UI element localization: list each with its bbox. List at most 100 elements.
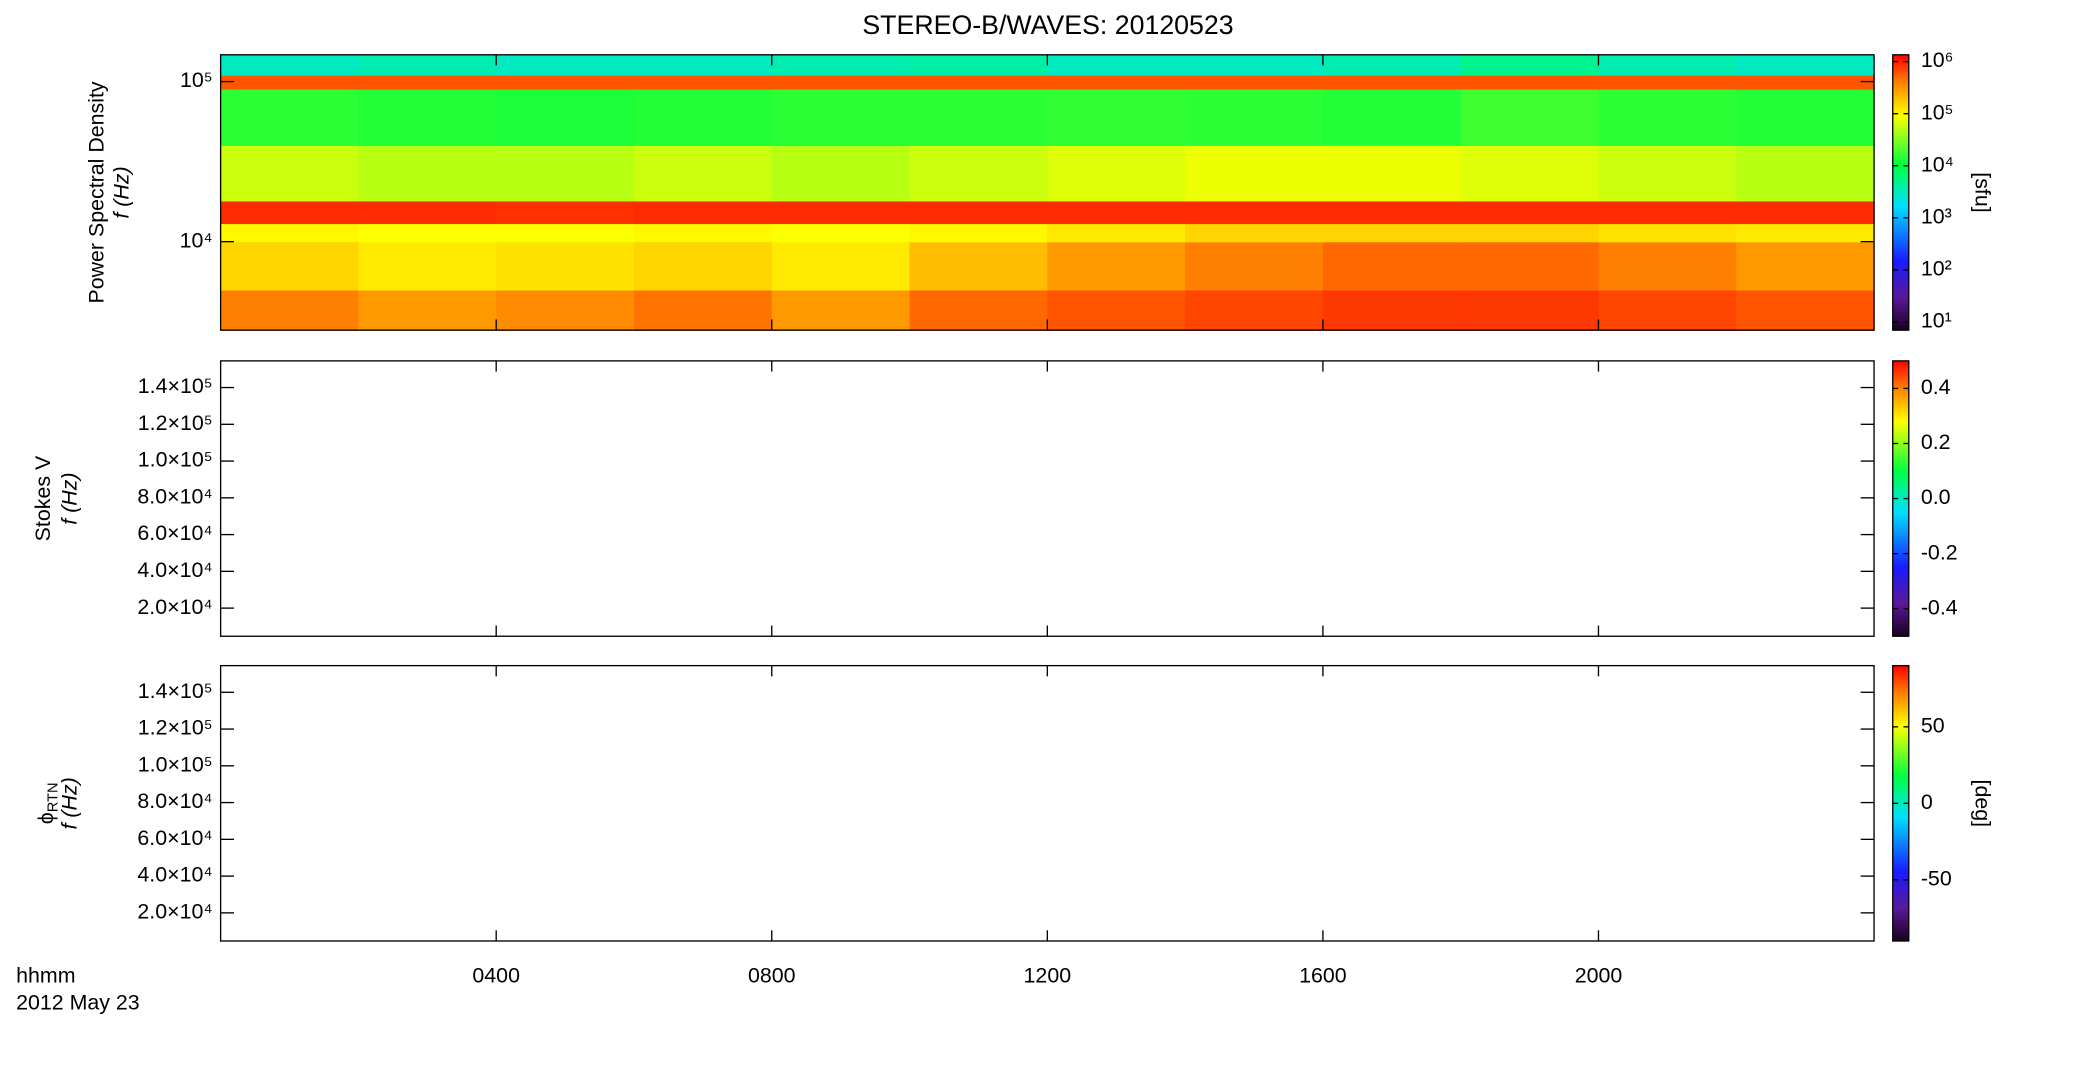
heatmap-cell: [1047, 74, 1186, 90]
heatmap-cell: [771, 74, 911, 90]
y-axis-label-subscript: RTN: [45, 782, 61, 812]
heatmap-cell: [1460, 74, 1600, 90]
colorbar-tick-label: 0.2: [1921, 430, 1951, 454]
heatmap-cell: [1322, 145, 1462, 202]
colorbar-tick-label: 10²: [1921, 257, 1952, 281]
x-tick-label: 0400: [472, 964, 520, 988]
y-tick-label: 2.0×10⁴: [137, 595, 212, 619]
y-tick-label: 1.0×10⁵: [138, 448, 213, 472]
heatmap-cell: [771, 88, 911, 146]
plot-frame: [219, 664, 1875, 942]
heatmap-cell: [1736, 54, 1875, 76]
heatmap-cell: [220, 145, 360, 202]
colorbar-label: [sfu]: [1970, 172, 1994, 212]
heatmap-cell: [1047, 88, 1186, 146]
heatmap-cell: [771, 145, 911, 202]
heatmap-cell: [909, 241, 1048, 291]
heatmap-cell: [633, 200, 773, 225]
colorbar-tick-label: 0.0: [1921, 485, 1951, 509]
heatmap-cell: [1460, 289, 1600, 331]
heatmap-cell: [358, 74, 497, 90]
heatmap-cell: [1322, 289, 1462, 331]
y-axis-label: f (Hz): [58, 472, 82, 524]
heatmap-cell: [909, 145, 1048, 202]
heatmap-cell: [220, 54, 360, 76]
heatmap-cell: [496, 241, 635, 291]
colorbar-tick-label: 10³: [1921, 205, 1952, 229]
heatmap-cell: [496, 145, 635, 202]
heatmap-cell: [1322, 200, 1462, 225]
heatmap-cell: [1598, 145, 1737, 202]
heatmap-cell: [1047, 289, 1186, 331]
y-axis-label: Power Spectral Density: [84, 81, 108, 303]
heatmap-cell: [1598, 289, 1737, 331]
heatmap-cell: [220, 74, 360, 90]
colorbar-tick-label: 50: [1921, 713, 1945, 737]
colorbar: [1892, 665, 1909, 941]
heatmap-cell: [1185, 145, 1324, 202]
heatmap-cell: [771, 241, 911, 291]
heatmap-cell: [1598, 200, 1737, 225]
heatmap-cell: [1598, 223, 1737, 243]
heatmap-cell: [1185, 200, 1324, 225]
heatmap-cell: [496, 54, 635, 76]
heatmap-cell: [1047, 223, 1186, 243]
heatmap-cell: [1460, 88, 1600, 146]
y-axis-label: Stokes V: [31, 455, 55, 541]
heatmap-cell: [771, 200, 911, 225]
heatmap-cell: [1460, 200, 1600, 225]
heatmap-cell: [1185, 223, 1324, 243]
y-tick-label: 6.0×10⁴: [137, 826, 212, 850]
heatmap-cell: [358, 88, 497, 146]
heatmap-cell: [220, 223, 360, 243]
heatmap-cell: [220, 289, 360, 331]
heatmap-cell: [496, 88, 635, 146]
heatmap-cell: [358, 241, 497, 291]
heatmap-cell: [909, 223, 1048, 243]
colorbar-frame: [1892, 54, 1910, 331]
colorbar-tick-label: 10⁴: [1921, 152, 1954, 176]
heatmap-cell: [633, 289, 773, 331]
heatmap-cell: [1736, 74, 1875, 90]
heatmap-cell: [358, 54, 497, 76]
heatmap-cell: [1460, 54, 1600, 76]
heatmap-cell: [1598, 54, 1737, 76]
y-axis-label: f (Hz): [58, 777, 82, 829]
x-tick-label: 1200: [1024, 964, 1072, 988]
y-tick-label: 4.0×10⁴: [137, 558, 212, 582]
heatmap-cell: [496, 223, 635, 243]
y-tick-label: 1.2×10⁵: [138, 411, 213, 435]
colorbar: [1892, 54, 1909, 331]
colorbar-tick-label: 10¹: [1921, 309, 1952, 333]
heatmap-cell: [1460, 241, 1600, 291]
heatmap-cell: [1185, 289, 1324, 331]
heatmap-cell: [771, 289, 911, 331]
colorbar-tick-label: -0.2: [1921, 540, 1958, 564]
colorbar-tick-label: 10⁵: [1921, 100, 1954, 124]
heatmap-cell: [358, 200, 497, 225]
heatmap-cell: [1736, 145, 1875, 202]
y-tick-label: 8.0×10⁴: [137, 484, 212, 508]
heatmap-cell: [633, 241, 773, 291]
heatmap-cell: [909, 289, 1048, 331]
heatmap-cell: [220, 88, 360, 146]
colorbar-tick-label: 0.4: [1921, 375, 1951, 399]
plot-frame: [219, 360, 1875, 637]
x-tick-label: 2000: [1575, 964, 1623, 988]
colorbar: [1892, 360, 1909, 637]
y-tick-label: 1.4×10⁵: [138, 374, 213, 398]
heatmap-cell: [1047, 145, 1186, 202]
heatmap-cell: [1598, 74, 1737, 90]
y-tick-label: 1.0×10⁵: [138, 752, 213, 776]
y-axis-label: f (Hz): [110, 166, 134, 218]
heatmap-cell: [633, 223, 773, 243]
heatmap-cell: [1736, 241, 1875, 291]
heatmap-cell: [1322, 74, 1462, 90]
heatmap-cell: [1322, 88, 1462, 146]
heatmap-cell: [1736, 289, 1875, 331]
date-label: 2012 May 23: [16, 990, 140, 1014]
y-axis-label: ϕRTN: [34, 782, 62, 824]
heatmap-cell: [1047, 200, 1186, 225]
